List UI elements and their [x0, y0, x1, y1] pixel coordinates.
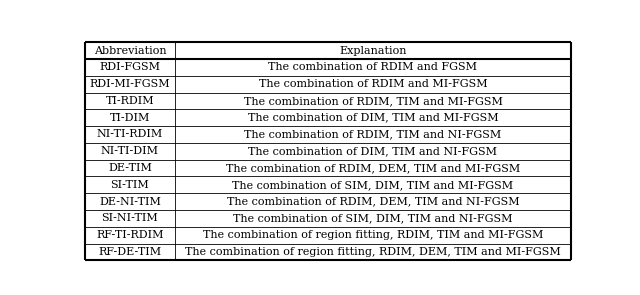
Text: RF-DE-TIM: RF-DE-TIM: [99, 247, 161, 257]
Text: DE-TIM: DE-TIM: [108, 163, 152, 173]
Text: TI-DIM: TI-DIM: [109, 113, 150, 123]
Text: Explanation: Explanation: [339, 46, 406, 55]
Text: The combination of RDIM, DEM, TIM and NI-FGSM: The combination of RDIM, DEM, TIM and NI…: [227, 196, 519, 206]
Text: Abbreviation: Abbreviation: [93, 46, 166, 55]
Text: TI-RDIM: TI-RDIM: [106, 96, 154, 106]
Text: The combination of RDIM, DEM, TIM and MI-FGSM: The combination of RDIM, DEM, TIM and MI…: [226, 163, 520, 173]
Text: The combination of RDIM and MI-FGSM: The combination of RDIM and MI-FGSM: [259, 79, 487, 89]
Text: DE-NI-TIM: DE-NI-TIM: [99, 196, 161, 206]
Text: RDI-MI-FGSM: RDI-MI-FGSM: [90, 79, 170, 89]
Text: The combination of region fitting, RDIM, TIM and MI-FGSM: The combination of region fitting, RDIM,…: [203, 230, 543, 240]
Text: The combination of SIM, DIM, TIM and MI-FGSM: The combination of SIM, DIM, TIM and MI-…: [232, 180, 513, 190]
Text: SI-NI-TIM: SI-NI-TIM: [102, 213, 158, 223]
Text: RF-TI-RDIM: RF-TI-RDIM: [96, 230, 164, 240]
Text: The combination of DIM, TIM and NI-FGSM: The combination of DIM, TIM and NI-FGSM: [248, 146, 497, 156]
Text: The combination of SIM, DIM, TIM and NI-FGSM: The combination of SIM, DIM, TIM and NI-…: [233, 213, 513, 223]
Text: RDI-FGSM: RDI-FGSM: [99, 62, 161, 72]
Text: The combination of DIM, TIM and MI-FGSM: The combination of DIM, TIM and MI-FGSM: [248, 113, 499, 123]
Text: The combination of RDIM, TIM and MI-FGSM: The combination of RDIM, TIM and MI-FGSM: [244, 96, 502, 106]
Text: SI-TIM: SI-TIM: [111, 180, 149, 190]
Text: NI-TI-RDIM: NI-TI-RDIM: [97, 130, 163, 140]
Text: The combination of RDIM, TIM and NI-FGSM: The combination of RDIM, TIM and NI-FGSM: [244, 130, 502, 140]
Text: The combination of RDIM and FGSM: The combination of RDIM and FGSM: [268, 62, 477, 72]
Text: NI-TI-DIM: NI-TI-DIM: [101, 146, 159, 156]
Text: The combination of region fitting, RDIM, DEM, TIM and MI-FGSM: The combination of region fitting, RDIM,…: [185, 247, 561, 257]
